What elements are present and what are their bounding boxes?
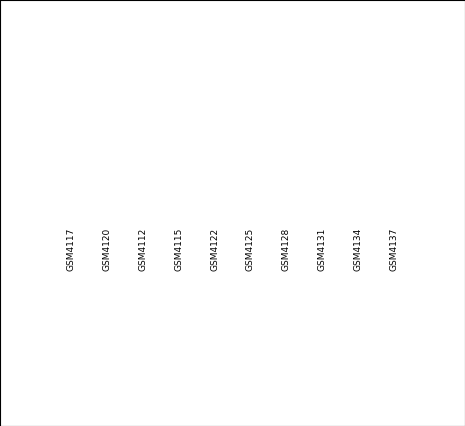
Bar: [197, 283, 412, 316]
Bar: [53, 250, 125, 282]
Text: GSM4117: GSM4117: [67, 227, 76, 271]
Bar: [340, 26, 376, 249]
Bar: [61, 99, 81, 249]
Bar: [197, 26, 232, 249]
Bar: [133, 61, 153, 249]
Text: protocol: protocol: [0, 294, 20, 305]
Text: GSM4120: GSM4120: [103, 227, 112, 271]
Text: GSM4112: GSM4112: [139, 227, 147, 271]
Text: 0 hour: 0 hour: [108, 328, 142, 338]
Text: value, Detection Call = ABSENT: value, Detection Call = ABSENT: [100, 394, 266, 404]
Bar: [125, 250, 412, 282]
Bar: [97, 236, 117, 249]
Bar: [125, 26, 161, 249]
Text: Nrf2 mutant: Nrf2 mutant: [57, 261, 121, 271]
Bar: [376, 26, 412, 249]
Text: GSM4131: GSM4131: [318, 227, 326, 271]
Bar: [232, 26, 268, 249]
Bar: [240, 202, 260, 249]
Bar: [169, 191, 189, 249]
Bar: [75, 377, 99, 385]
Bar: [197, 317, 268, 349]
Bar: [53, 317, 197, 349]
Text: count: count: [100, 358, 130, 368]
Text: 72 hour: 72 hour: [355, 328, 396, 338]
Bar: [268, 26, 304, 249]
Bar: [161, 26, 197, 249]
Bar: [205, 88, 225, 249]
Text: GSM4134: GSM4134: [353, 227, 362, 271]
Text: 24 hour: 24 hour: [212, 328, 253, 338]
Text: percentile rank within the sample: percentile rank within the sample: [100, 376, 276, 386]
Text: 100% oxygen: 100% oxygen: [269, 294, 339, 305]
Bar: [384, 245, 404, 249]
Text: wild type: wild type: [245, 261, 292, 271]
Text: strain: strain: [0, 261, 20, 271]
Bar: [276, 149, 296, 249]
Title: GDS248 / 107338_at: GDS248 / 107338_at: [160, 11, 305, 25]
Bar: [340, 317, 412, 349]
Bar: [348, 240, 368, 249]
Text: GSM4115: GSM4115: [174, 227, 183, 271]
Bar: [268, 317, 340, 349]
Text: GSM4122: GSM4122: [210, 227, 219, 271]
Text: GSM4137: GSM4137: [389, 227, 398, 271]
Bar: [312, 135, 332, 249]
Text: normal oxygen: normal oxygen: [86, 294, 164, 305]
Bar: [75, 394, 99, 403]
Text: 48 hour: 48 hour: [284, 328, 325, 338]
Bar: [53, 26, 89, 249]
Bar: [89, 26, 125, 249]
Text: GSM4125: GSM4125: [246, 227, 255, 271]
Text: time: time: [0, 328, 20, 338]
Text: GSM4128: GSM4128: [282, 227, 291, 271]
Bar: [75, 358, 99, 367]
Bar: [304, 26, 340, 249]
Bar: [53, 283, 197, 316]
Bar: [75, 412, 99, 421]
Text: rank, Detection Call = ABSENT: rank, Detection Call = ABSENT: [100, 412, 260, 422]
